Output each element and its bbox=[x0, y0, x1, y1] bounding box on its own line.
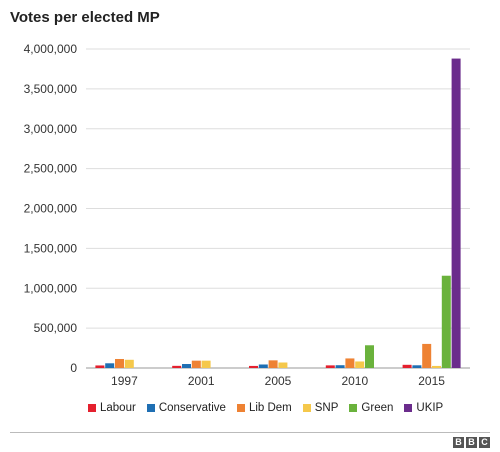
legend-swatch bbox=[404, 404, 413, 412]
y-tick-label: 3,500,000 bbox=[24, 82, 78, 96]
bar-snp-1997 bbox=[124, 359, 134, 368]
bar-lib-dem-2001 bbox=[191, 360, 201, 368]
legend-label: Green bbox=[361, 402, 394, 414]
bars bbox=[95, 58, 461, 368]
legend-item-ukip: UKIP bbox=[404, 402, 443, 414]
y-tick-label: 2,500,000 bbox=[24, 162, 78, 176]
y-tick-label: 4,000,000 bbox=[24, 42, 78, 56]
bar-conservative-2010 bbox=[335, 365, 345, 368]
x-tick-label: 2015 bbox=[418, 374, 445, 388]
bar-conservative-2005 bbox=[258, 364, 268, 368]
legend-swatch bbox=[236, 404, 245, 412]
y-tick-label: 3,000,000 bbox=[24, 122, 78, 136]
x-tick-label: 2010 bbox=[341, 374, 368, 388]
legend-label: Lib Dem bbox=[248, 402, 292, 414]
bar-labour-2001 bbox=[172, 365, 182, 368]
bar-snp-2005 bbox=[278, 362, 288, 368]
bar-labour-2010 bbox=[325, 365, 335, 368]
bar-snp-2015 bbox=[432, 365, 441, 368]
footer-divider bbox=[10, 432, 490, 433]
legend-item-conservative: Conservative bbox=[146, 402, 226, 414]
bar-snp-2010 bbox=[355, 361, 365, 368]
bar-ukip-2015 bbox=[451, 58, 461, 368]
bar-conservative-1997 bbox=[105, 363, 115, 368]
bar-green-2010 bbox=[365, 345, 374, 368]
legend-swatch bbox=[146, 404, 155, 412]
legend-item-snp: SNP bbox=[302, 402, 339, 414]
chart-title: Votes per elected MP bbox=[10, 9, 160, 26]
logo-letter: C bbox=[479, 437, 490, 448]
bar-green-2015 bbox=[441, 275, 451, 368]
bar-labour-1997 bbox=[95, 365, 105, 368]
legend-label: Labour bbox=[100, 402, 136, 414]
y-tick-label: 2,000,000 bbox=[24, 202, 78, 216]
y-tick-label: 500,000 bbox=[34, 321, 78, 335]
legend-label: SNP bbox=[314, 402, 339, 414]
legend-item-labour: Labour bbox=[88, 402, 136, 414]
gridlines bbox=[86, 48, 470, 369]
legend-item-lib-dem: Lib Dem bbox=[236, 402, 292, 414]
legend: Labour Conservative Lib Dem SNP Green UKIP bbox=[88, 402, 454, 414]
legend-label: Conservative bbox=[158, 402, 226, 414]
y-tick-label: 1,000,000 bbox=[24, 281, 78, 295]
legend-swatch bbox=[349, 404, 358, 412]
logo-letter: B bbox=[466, 437, 477, 448]
logo-letter: B bbox=[453, 437, 464, 448]
legend-swatch bbox=[302, 404, 311, 412]
y-axis-ticks: 0 500,000 1,000,000 1,500,000 2,000,000 2,500… bbox=[24, 42, 78, 375]
bar-snp-2001 bbox=[201, 360, 211, 368]
x-tick-label: 2005 bbox=[265, 374, 292, 388]
x-tick-label: 2001 bbox=[188, 374, 215, 388]
legend-label: UKIP bbox=[416, 402, 444, 414]
bar-lib-dem-1997 bbox=[115, 358, 124, 368]
bar-lib-dem-2010 bbox=[345, 358, 355, 368]
bar-conservative-2001 bbox=[182, 364, 191, 368]
bar-labour-2015 bbox=[402, 364, 412, 368]
x-axis-ticks: 1997 2001 2005 2010 2015 bbox=[111, 374, 445, 388]
legend-swatch bbox=[88, 404, 96, 412]
x-tick-label: 1997 bbox=[111, 374, 138, 388]
bar-lib-dem-2015 bbox=[422, 343, 432, 368]
y-tick-label: 1,500,000 bbox=[24, 241, 78, 255]
bar-labour-2005 bbox=[249, 365, 258, 368]
bar-chart: 0 500,000 1,000,000 1,500,000 2,000,000 2,500… bbox=[24, 42, 470, 388]
legend-item-green: Green bbox=[349, 402, 393, 414]
bar-lib-dem-2005 bbox=[268, 360, 278, 368]
bbc-logo: B B C bbox=[453, 437, 490, 448]
bar-conservative-2015 bbox=[412, 365, 422, 368]
y-tick-label: 0 bbox=[70, 361, 77, 375]
